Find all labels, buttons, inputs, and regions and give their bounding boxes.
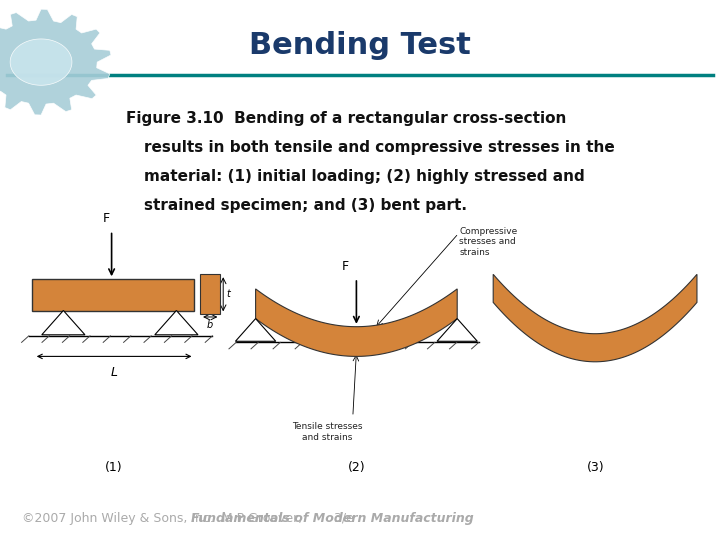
Text: L: L (110, 366, 117, 379)
Polygon shape (10, 39, 72, 85)
Polygon shape (256, 289, 457, 356)
Text: F: F (342, 260, 349, 273)
Polygon shape (493, 274, 697, 362)
Text: (3): (3) (588, 461, 605, 474)
Text: Figure 3.10  Bending of a rectangular cross‑section: Figure 3.10 Bending of a rectangular cro… (126, 111, 567, 126)
Polygon shape (155, 310, 198, 335)
Text: Tensile stresses
and strains: Tensile stresses and strains (292, 422, 363, 442)
Text: Compressive
stresses and
strains: Compressive stresses and strains (459, 227, 518, 256)
Polygon shape (437, 319, 477, 341)
Polygon shape (0, 9, 111, 115)
Text: 3/e: 3/e (330, 512, 354, 525)
Polygon shape (235, 319, 276, 341)
Text: results in both tensile and compressive stresses in the: results in both tensile and compressive … (144, 140, 615, 155)
Text: (2): (2) (348, 461, 365, 474)
Text: Bending Test: Bending Test (249, 31, 471, 60)
Text: ©2007 John Wiley & Sons, Inc.  M P Groover,: ©2007 John Wiley & Sons, Inc. M P Groove… (22, 512, 306, 525)
Polygon shape (42, 310, 85, 335)
Text: material: (1) initial loading; (2) highly stressed and: material: (1) initial loading; (2) highl… (144, 169, 585, 184)
Text: (1): (1) (105, 461, 122, 474)
Text: t: t (227, 289, 230, 299)
Text: b: b (207, 320, 213, 330)
Text: strained specimen; and (3) bent part.: strained specimen; and (3) bent part. (144, 198, 467, 213)
Text: F: F (103, 212, 110, 225)
FancyBboxPatch shape (200, 274, 220, 314)
Text: Fundamentals of Modern Manufacturing: Fundamentals of Modern Manufacturing (191, 512, 474, 525)
FancyBboxPatch shape (32, 279, 194, 310)
